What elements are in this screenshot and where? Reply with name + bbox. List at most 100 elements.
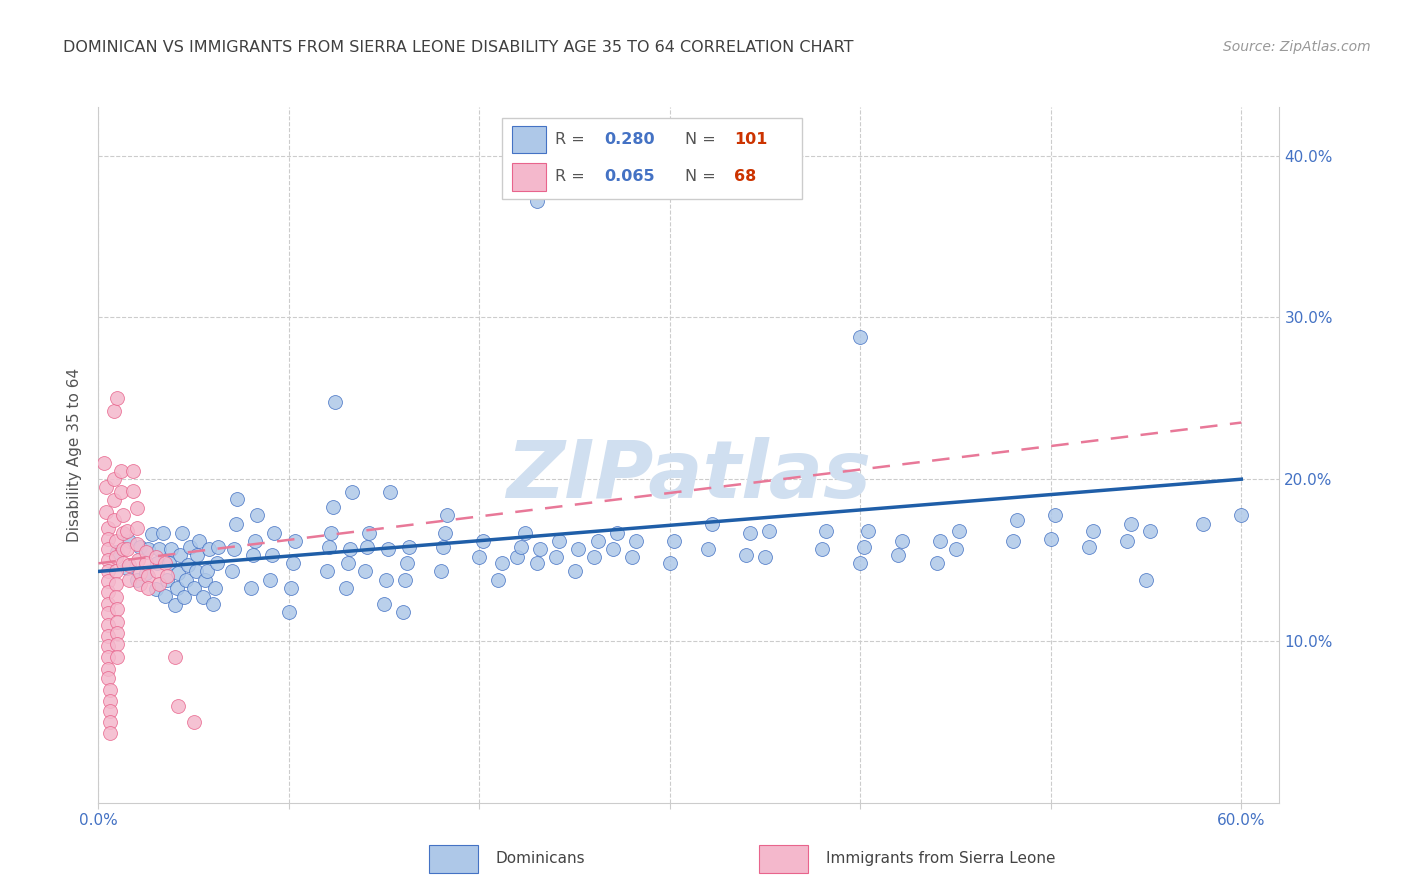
Point xyxy=(357,525,380,540)
Point xyxy=(104,577,127,591)
FancyBboxPatch shape xyxy=(512,163,546,191)
Point xyxy=(398,540,420,554)
Point xyxy=(97,650,120,665)
Point xyxy=(188,533,211,548)
Point xyxy=(97,617,120,632)
FancyBboxPatch shape xyxy=(502,118,803,199)
Point xyxy=(662,533,685,548)
Point xyxy=(1139,524,1161,538)
Point xyxy=(97,585,120,599)
Point xyxy=(157,557,180,571)
Point xyxy=(336,557,359,571)
Point xyxy=(201,597,224,611)
Point xyxy=(153,557,176,571)
Point xyxy=(107,650,129,665)
Point xyxy=(856,524,879,538)
Point xyxy=(887,548,910,562)
Point xyxy=(1043,508,1066,522)
Point xyxy=(166,581,188,595)
Point xyxy=(513,525,536,540)
Point xyxy=(277,605,299,619)
Point xyxy=(98,694,121,708)
Text: Source: ZipAtlas.com: Source: ZipAtlas.com xyxy=(1223,40,1371,54)
Point xyxy=(624,533,647,548)
Point xyxy=(925,557,948,571)
Point xyxy=(184,565,207,579)
Point xyxy=(107,545,129,559)
Point xyxy=(129,577,152,591)
Point xyxy=(430,565,453,579)
Text: N =: N = xyxy=(685,169,721,185)
Point xyxy=(526,557,548,571)
Point xyxy=(104,549,127,564)
Point xyxy=(564,565,586,579)
Point xyxy=(394,573,416,587)
Point xyxy=(284,533,307,548)
Point xyxy=(468,549,491,564)
Point xyxy=(815,524,838,538)
Point xyxy=(104,591,127,605)
Point xyxy=(97,541,120,556)
Point xyxy=(620,549,643,564)
Text: Immigrants from Sierra Leone: Immigrants from Sierra Leone xyxy=(827,851,1056,866)
Point xyxy=(97,532,120,546)
Point xyxy=(335,581,357,595)
Point xyxy=(245,508,267,522)
Text: 0.280: 0.280 xyxy=(605,132,655,147)
Point xyxy=(811,541,834,556)
Point xyxy=(103,472,125,486)
Point xyxy=(1116,533,1139,548)
Point xyxy=(98,682,121,697)
Point xyxy=(163,650,186,665)
Point xyxy=(929,533,952,548)
Point xyxy=(544,549,567,564)
Point xyxy=(107,601,129,615)
Point xyxy=(97,553,120,567)
Point xyxy=(173,591,195,605)
Point xyxy=(392,605,415,619)
Point xyxy=(153,589,176,603)
Point xyxy=(1001,533,1024,548)
Point xyxy=(318,540,340,554)
Point xyxy=(118,573,141,587)
Text: R =: R = xyxy=(555,169,589,185)
Point xyxy=(198,541,221,556)
Point xyxy=(488,573,510,587)
Point xyxy=(136,581,159,595)
Point xyxy=(136,569,159,583)
Point xyxy=(146,557,169,571)
Point xyxy=(97,521,120,535)
Point xyxy=(118,533,141,548)
Point xyxy=(148,541,170,556)
Point xyxy=(849,557,872,571)
Point xyxy=(472,533,495,548)
Point xyxy=(432,540,454,554)
Point xyxy=(98,714,121,729)
Point xyxy=(156,573,179,587)
Point xyxy=(195,565,218,579)
Point xyxy=(183,714,205,729)
Point xyxy=(121,464,143,478)
Point xyxy=(316,565,339,579)
Point xyxy=(340,485,363,500)
Point xyxy=(103,404,125,418)
Text: Dominicans: Dominicans xyxy=(496,851,585,866)
Point xyxy=(107,392,129,406)
Point xyxy=(97,607,120,621)
Point xyxy=(373,597,395,611)
Point xyxy=(945,541,967,556)
Point xyxy=(194,573,217,587)
Point xyxy=(697,541,720,556)
Point xyxy=(118,558,141,572)
Point xyxy=(145,582,167,597)
Point xyxy=(104,565,127,579)
Point xyxy=(1005,513,1028,527)
Point xyxy=(125,521,148,535)
Point xyxy=(148,577,170,591)
Point xyxy=(738,525,761,540)
Point xyxy=(263,525,285,540)
Point xyxy=(434,525,457,540)
Point xyxy=(658,557,681,571)
Point xyxy=(582,549,605,564)
Point xyxy=(169,548,191,562)
